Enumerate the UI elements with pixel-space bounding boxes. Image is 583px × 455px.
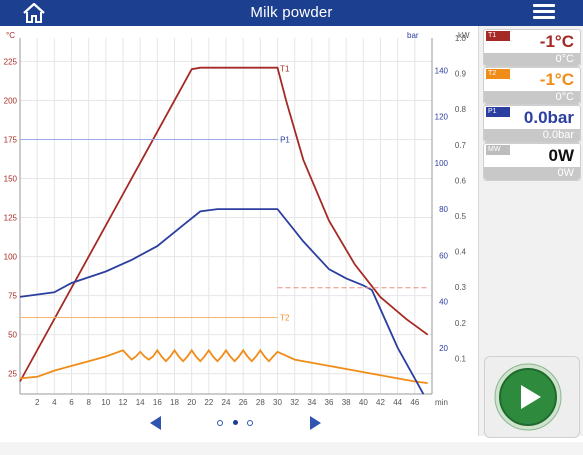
process-chart: °C 25 50 75 100 125 150 175 200 225 bar 20 40 60 80 100… [0, 26, 475, 407]
x-axis-unit: min [435, 398, 448, 406]
left-tick-label: 75 [8, 292, 17, 301]
kw-tick-label: 0.6 [455, 176, 467, 185]
sensor-setpoint-p1: 0.0bar [484, 129, 580, 142]
bar-axis-unit: bar [407, 31, 419, 40]
play-icon [494, 363, 562, 431]
left-tick-label: 225 [4, 57, 18, 66]
play-panel [484, 356, 580, 438]
sensor-tag-t2: T2 [486, 69, 510, 79]
x-tick-label: 42 [376, 398, 385, 406]
bar-tick-label: 40 [439, 298, 448, 307]
page-dot-3[interactable] [247, 420, 253, 426]
x-tick-label: 6 [69, 398, 74, 406]
x-tick-label: 40 [359, 398, 368, 406]
x-tick-label: 30 [273, 398, 282, 406]
x-tick-label: 14 [136, 398, 145, 406]
sensor-value-t2: -1°C [539, 70, 574, 89]
page-dot-2[interactable] [233, 420, 238, 425]
kw-tick-label: 0.9 [455, 70, 467, 79]
x-tick-label: 4 [52, 398, 57, 406]
bar-tick-label: 100 [435, 159, 449, 168]
kw-tick-label: 0.5 [455, 212, 467, 221]
left-tick-label: 125 [4, 214, 18, 223]
kw-axis-unit: kW [458, 31, 470, 40]
kw-tick-label: 0.7 [455, 141, 467, 150]
x-tick-label: 8 [86, 398, 91, 406]
kw-tick-label: 1.0 [455, 34, 467, 43]
x-tick-label: 44 [393, 398, 402, 406]
x-tick-label: 34 [307, 398, 316, 406]
left-tick-label: 50 [8, 331, 17, 340]
kw-tick-label: 0.4 [455, 248, 467, 257]
x-tick-label: 36 [325, 398, 334, 406]
x-tick-label: 20 [187, 398, 196, 406]
x-tick-label: 28 [256, 398, 265, 406]
sensor-setpoint-t2: 0°C [484, 91, 580, 104]
left-tick-label: 200 [4, 96, 18, 105]
sensor-card-p1[interactable]: P1 0.0bar 0.0bar [483, 105, 581, 143]
bar-tick-label: 140 [435, 66, 449, 75]
sensor-value-mw: 0W [548, 146, 575, 165]
left-tick-label: 150 [4, 175, 18, 184]
series-line-p1 [19, 208, 425, 395]
bar-tick-label: 60 [439, 251, 448, 260]
kw-tick-label: 0.3 [455, 283, 467, 292]
sensor-setpoint-mw: 0W [484, 167, 580, 180]
chart-svg: °C255075100125150175200225bar20406080100… [4, 31, 470, 407]
series-line-t1 [19, 66, 429, 382]
x-tick-label: 24 [222, 398, 231, 406]
sensor-card-mw[interactable]: MW 0W 0W [483, 143, 581, 181]
sensor-value-t1: -1°C [539, 32, 574, 51]
sensor-setpoint-t1: 0°C [484, 53, 580, 66]
series-label-t1: T1 [280, 65, 290, 74]
x-tick-label: 26 [239, 398, 248, 406]
kw-tick-label: 0.8 [455, 105, 467, 114]
bar-tick-label: 80 [439, 205, 448, 214]
arrow-right-icon[interactable] [310, 416, 321, 430]
sensor-card-t2[interactable]: T2 -1°C 0°C [483, 67, 581, 105]
sensor-tag-mw: MW [486, 145, 510, 155]
menu-bar-line [533, 16, 555, 19]
series-label-t2: T2 [280, 313, 290, 322]
bottom-strip [0, 442, 583, 455]
x-tick-label: 22 [204, 398, 213, 406]
arrow-left-icon[interactable] [150, 416, 161, 430]
sensor-card-t1[interactable]: T1 -1°C 0°C [483, 29, 581, 67]
kw-tick-label: 0.1 [455, 354, 467, 363]
play-button[interactable] [493, 362, 563, 432]
left-tick-label: 25 [8, 370, 17, 379]
app-title: Milk powder [250, 4, 333, 21]
x-tick-label: 38 [342, 398, 351, 406]
home-icon [23, 2, 45, 23]
left-tick-label: 100 [4, 253, 18, 262]
top-bar: Milk powder [0, 0, 583, 26]
bar-tick-label: 120 [435, 113, 449, 122]
chart-pager [0, 410, 475, 440]
x-tick-label: 32 [290, 398, 299, 406]
page-dot-1[interactable] [217, 420, 223, 426]
x-tick-label: 2 [35, 398, 40, 406]
x-tick-label: 46 [410, 398, 419, 406]
x-tick-label: 16 [153, 398, 162, 406]
x-tick-label: 18 [170, 398, 179, 406]
sensor-tag-p1: P1 [486, 107, 510, 117]
left-tick-label: 175 [4, 135, 18, 144]
series-label-p1: P1 [280, 135, 290, 144]
left-axis-unit: °C [6, 31, 15, 40]
series-line-t2 [19, 348, 428, 384]
sensor-value-p1: 0.0bar [523, 108, 574, 127]
sensor-tag-t1: T1 [486, 31, 510, 41]
bar-tick-label: 20 [439, 344, 448, 353]
hamburger-menu-icon [533, 4, 555, 7]
menu-bar-line [533, 10, 555, 13]
menu-button[interactable] [533, 4, 555, 22]
x-tick-label: 10 [101, 398, 110, 406]
x-tick-label: 12 [119, 398, 128, 406]
home-button[interactable] [22, 2, 48, 24]
kw-tick-label: 0.2 [455, 319, 467, 328]
